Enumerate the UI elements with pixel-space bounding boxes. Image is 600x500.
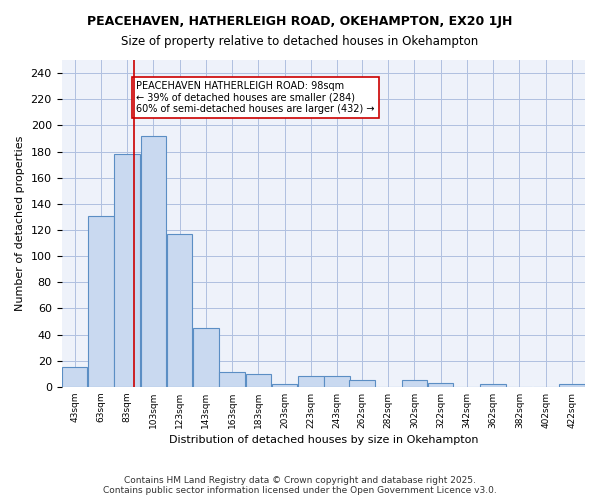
Text: Size of property relative to detached houses in Okehampton: Size of property relative to detached ho… [121, 35, 479, 48]
Text: PEACEHAVEN HATHERLEIGH ROAD: 98sqm
← 39% of detached houses are smaller (284)
60: PEACEHAVEN HATHERLEIGH ROAD: 98sqm ← 39%… [136, 81, 375, 114]
Bar [401, 380, 427, 387]
X-axis label: Distribution of detached houses by size in Okehampton: Distribution of detached houses by size … [169, 435, 478, 445]
Bar [559, 384, 584, 387]
Text: PEACEHAVEN, HATHERLEIGH ROAD, OKEHAMPTON, EX20 1JH: PEACEHAVEN, HATHERLEIGH ROAD, OKEHAMPTON… [88, 15, 512, 28]
Bar [245, 374, 271, 387]
Bar [428, 383, 454, 387]
Bar [140, 136, 166, 387]
Bar [193, 328, 218, 387]
Bar [167, 234, 193, 387]
Bar [219, 372, 245, 387]
Bar [115, 154, 140, 387]
Bar [272, 384, 298, 387]
Bar [88, 216, 113, 387]
Bar [481, 384, 506, 387]
Bar [324, 376, 350, 387]
Bar [349, 380, 375, 387]
Bar [62, 367, 88, 387]
Y-axis label: Number of detached properties: Number of detached properties [15, 136, 25, 311]
Text: Contains HM Land Registry data © Crown copyright and database right 2025.
Contai: Contains HM Land Registry data © Crown c… [103, 476, 497, 495]
Bar [298, 376, 323, 387]
